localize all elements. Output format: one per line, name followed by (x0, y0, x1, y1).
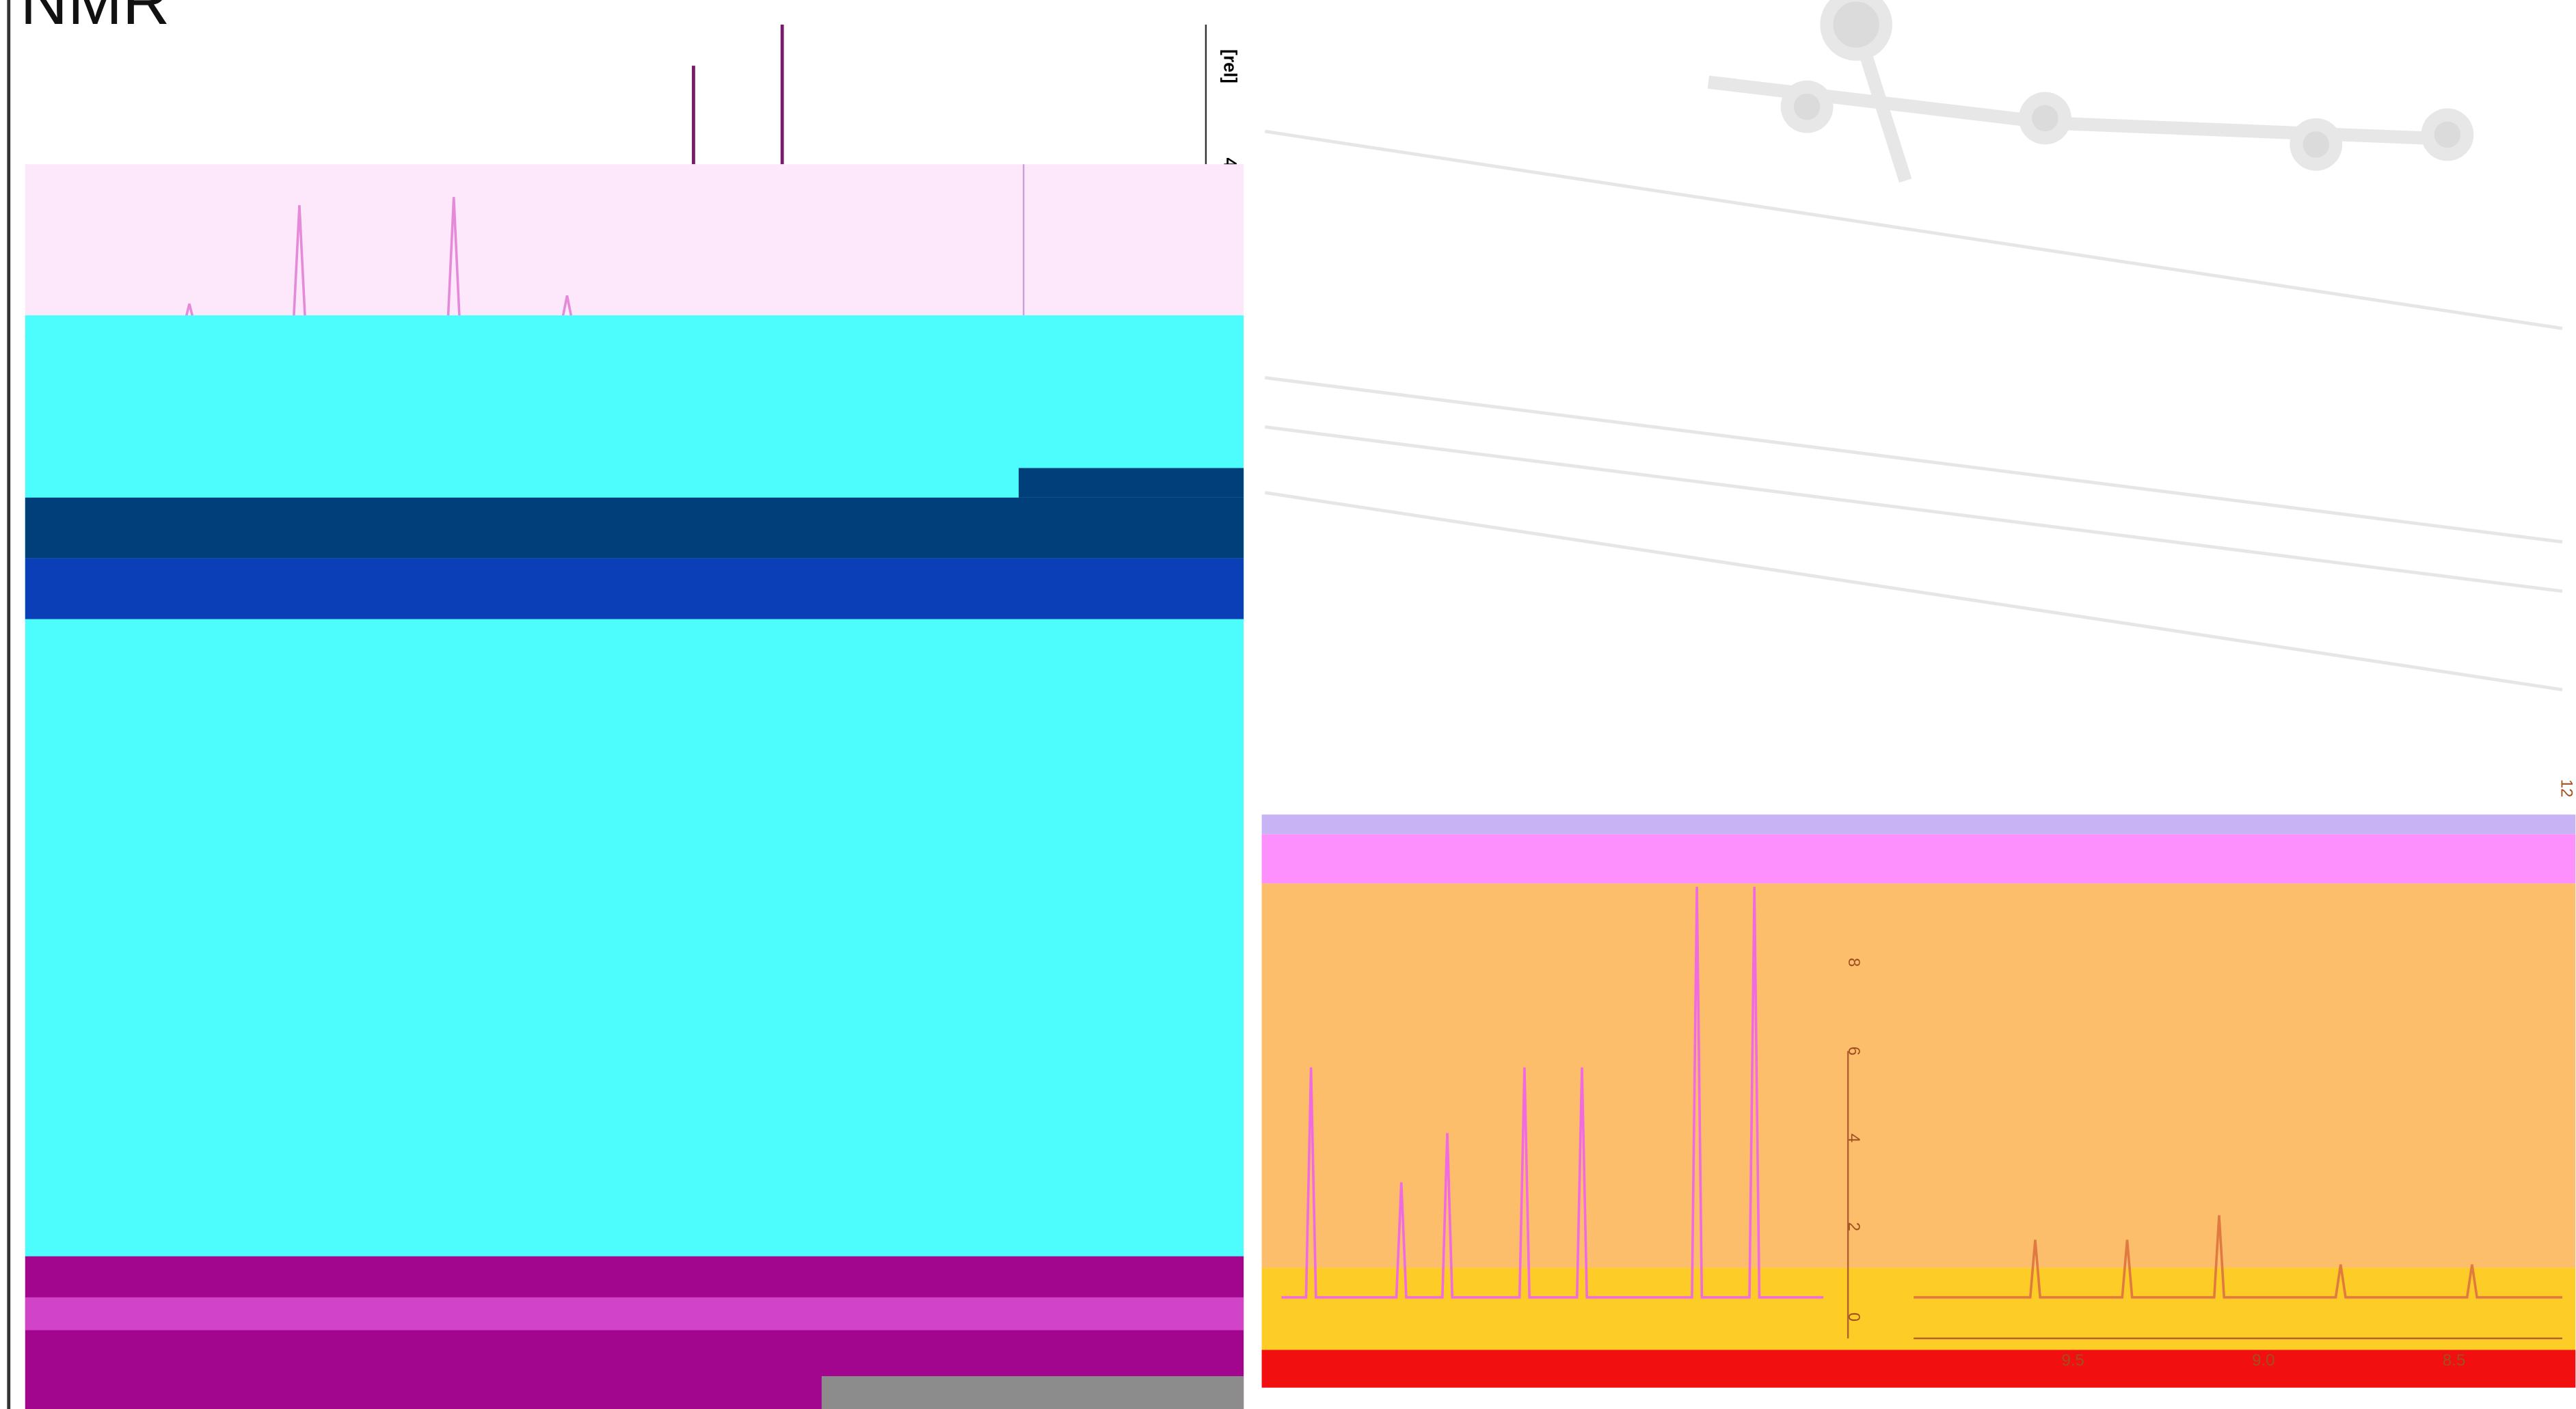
y-tick-label: 6 (1844, 1047, 1863, 1056)
pink-band (1261, 834, 2576, 884)
yellow-panel (1261, 1267, 2576, 1350)
y-tick-label: 2 (1844, 1222, 1863, 1231)
x-tick-label: 8.5 (2443, 1352, 2465, 1370)
spectrum (1914, 1215, 2563, 1299)
gray-block (821, 1376, 1244, 1409)
axis-label: [rel] (1220, 49, 1241, 83)
x-tick-label: 9.5 (2062, 1352, 2084, 1370)
orange-panel (1261, 883, 2576, 1268)
y-tick-label: 0 (1844, 1313, 1863, 1321)
x-tick-label: 9.0 (2252, 1352, 2275, 1370)
faint-lines (1265, 129, 2563, 692)
magenta-stripe (25, 1297, 1244, 1330)
blue-band (25, 558, 1244, 619)
red-panel (1261, 1350, 2576, 1388)
y-tick-label: 4 (1844, 1133, 1863, 1142)
spectrum (1281, 887, 1824, 1299)
pink-panel (25, 164, 1244, 316)
lavender-band (1261, 814, 2576, 835)
title: NMR (21, 0, 170, 38)
y-tick-label: 12 (2557, 779, 2575, 798)
cyan-panel (25, 315, 1244, 1257)
y-tick-label: 8 (1844, 958, 1863, 967)
dark-band (1019, 468, 1244, 498)
dark-band (25, 497, 1244, 559)
molecule (1707, 0, 2474, 183)
